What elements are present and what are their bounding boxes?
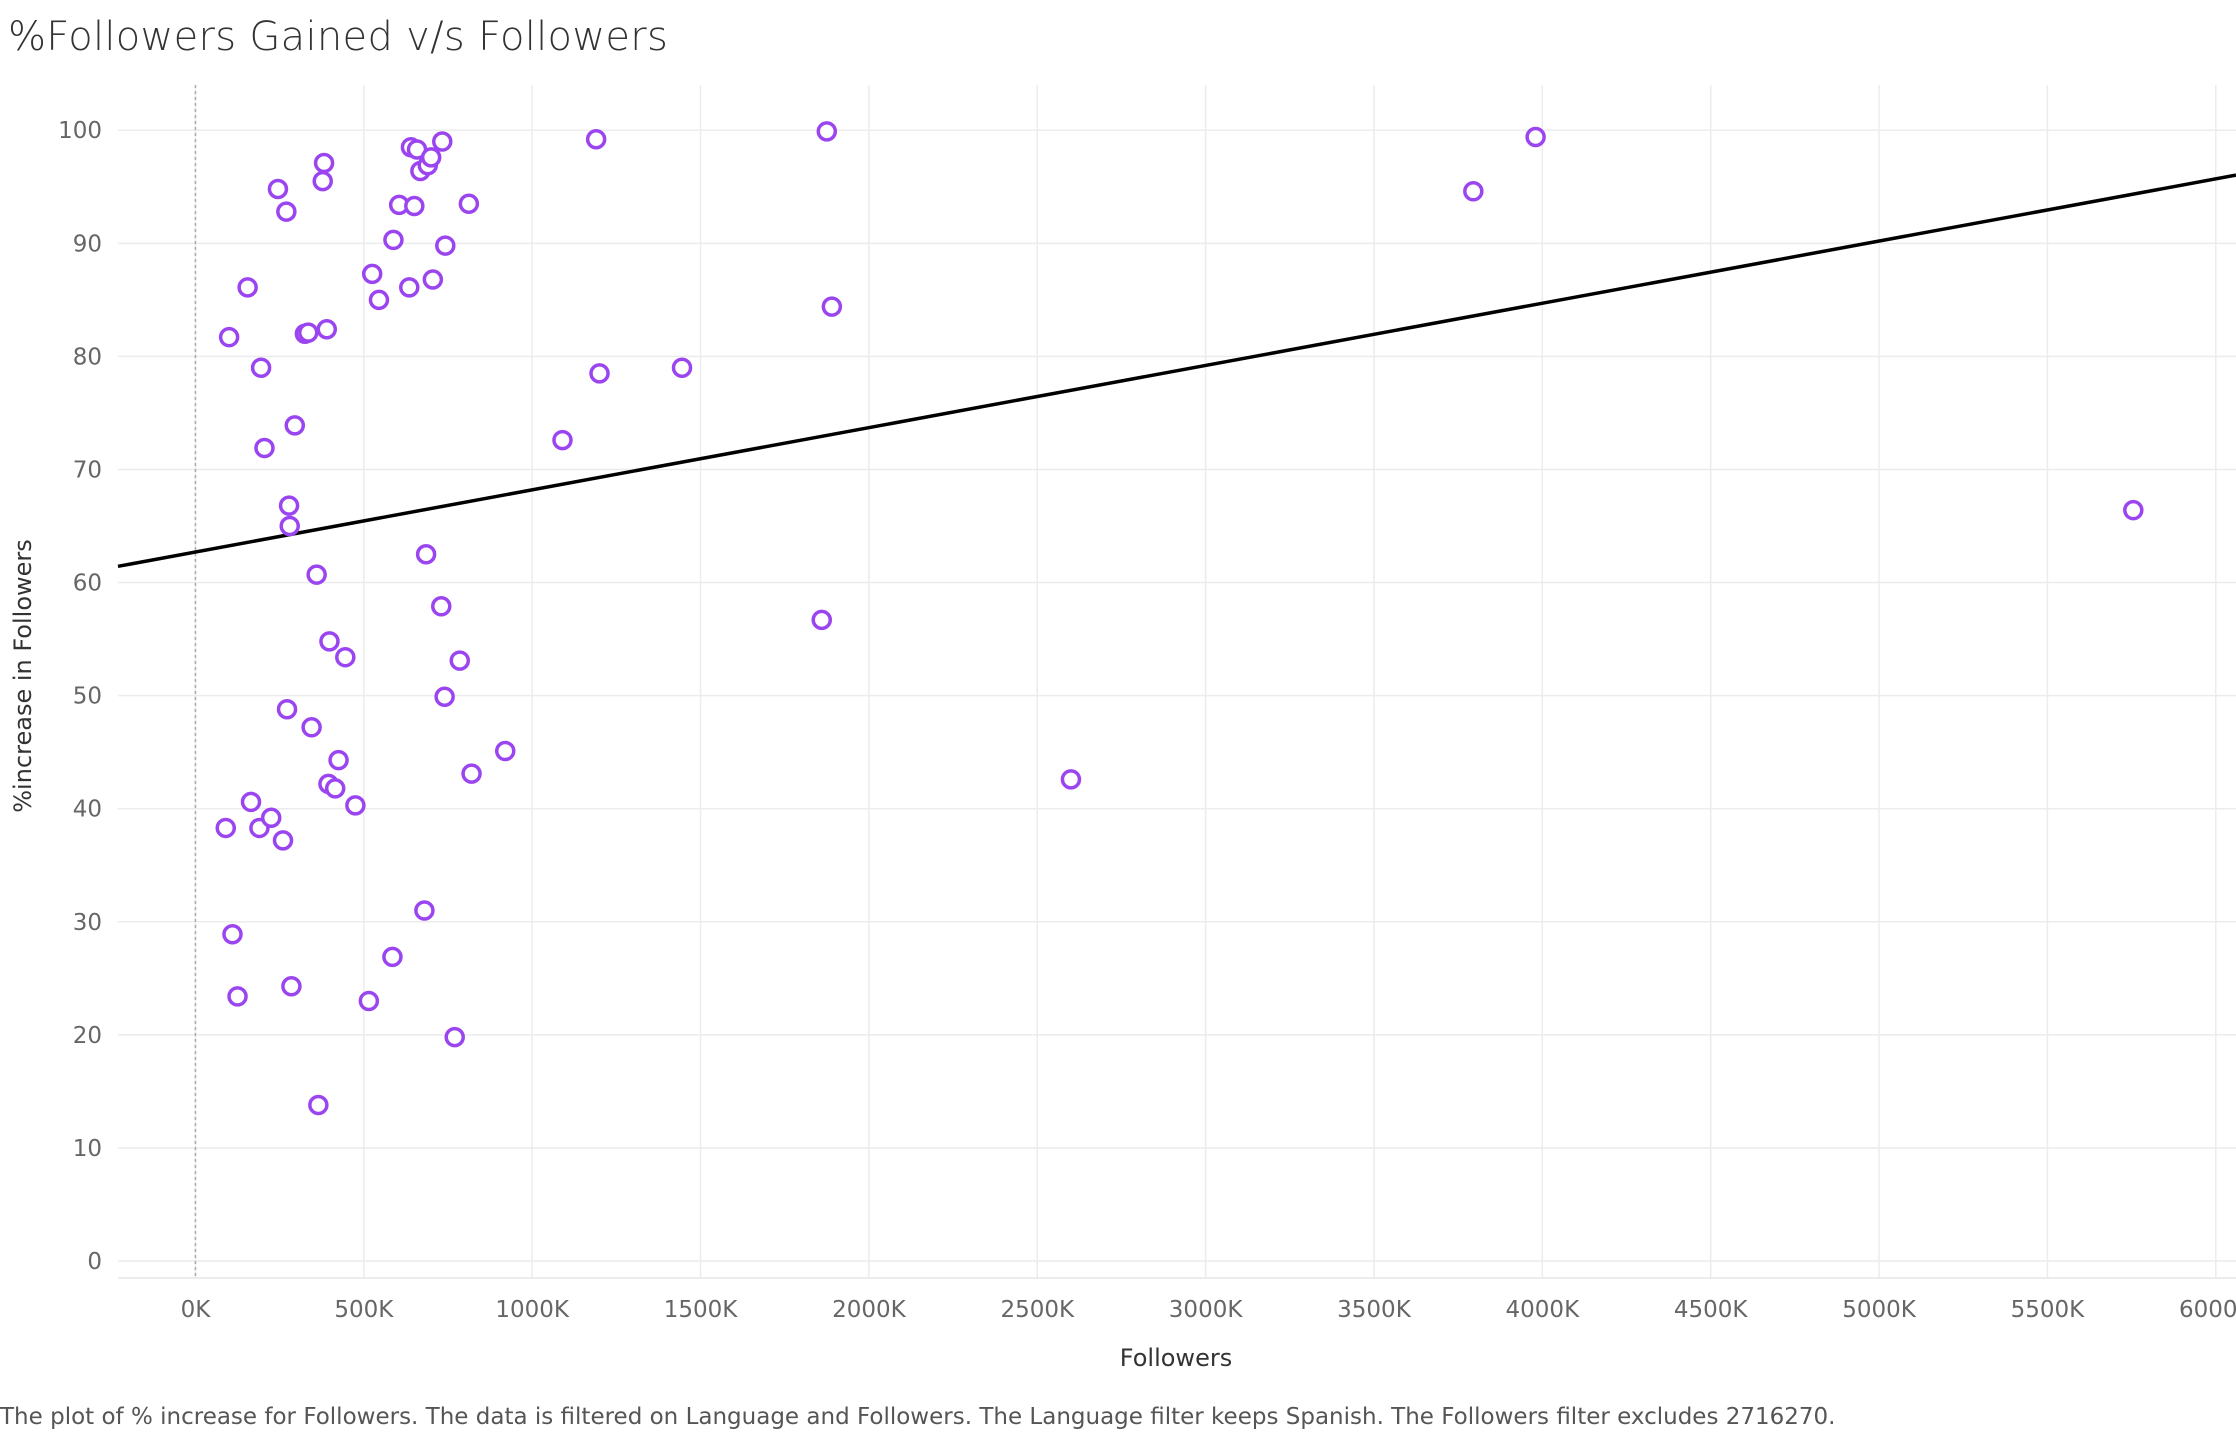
data-point bbox=[276, 698, 298, 720]
chart-title: %Followers Gained v/s Followers bbox=[8, 14, 669, 60]
data-point bbox=[2123, 499, 2144, 521]
y-tick-label: 40 bbox=[73, 797, 102, 823]
data-point bbox=[237, 277, 258, 298]
data-point bbox=[415, 544, 437, 565]
data-point bbox=[254, 437, 275, 459]
data-point bbox=[312, 170, 333, 192]
data-point bbox=[382, 946, 403, 968]
y-tick-label: 10 bbox=[73, 1136, 102, 1162]
y-tick-label: 60 bbox=[73, 571, 102, 597]
x-tick-label: 5500K bbox=[2011, 1297, 2086, 1323]
data-point bbox=[671, 357, 693, 378]
x-tick-label: 1500K bbox=[664, 1297, 739, 1323]
y-axis-title: %increase in Followers bbox=[9, 539, 37, 813]
data-point bbox=[461, 763, 482, 784]
data-point bbox=[414, 900, 435, 921]
data-point bbox=[816, 121, 838, 142]
data-point bbox=[358, 990, 380, 1012]
x-tick-label: 3500K bbox=[1337, 1297, 1412, 1323]
data-point bbox=[328, 749, 349, 771]
data-point bbox=[1525, 126, 1546, 148]
x-axis-title: Followers bbox=[1120, 1344, 1232, 1372]
y-tick-label: 30 bbox=[73, 910, 102, 936]
data-points bbox=[215, 121, 2144, 1116]
data-point bbox=[316, 319, 338, 340]
data-point bbox=[435, 235, 456, 256]
data-point bbox=[449, 650, 471, 671]
data-point bbox=[240, 791, 262, 813]
data-point bbox=[308, 1094, 329, 1116]
data-point bbox=[458, 193, 480, 214]
y-tick-label: 70 bbox=[73, 457, 102, 483]
data-point bbox=[1060, 769, 1082, 790]
data-point bbox=[404, 195, 425, 217]
x-tick-label: 500K bbox=[334, 1297, 394, 1323]
x-tick-label: 2500K bbox=[1000, 1297, 1075, 1323]
x-tick-label: 4500K bbox=[1674, 1297, 1749, 1323]
data-point bbox=[368, 289, 390, 311]
data-point bbox=[272, 830, 294, 851]
data-point bbox=[383, 229, 404, 251]
data-point bbox=[279, 515, 300, 537]
data-point bbox=[313, 152, 335, 174]
data-point bbox=[1463, 181, 1484, 202]
y-tick-label: 90 bbox=[73, 231, 102, 257]
data-point bbox=[260, 807, 282, 829]
scatter-plot: 0 10 20 30 40 50 60 70 80 90 100 0K 500K 1000K 1500K 2… bbox=[9, 85, 2236, 1372]
data-point bbox=[432, 131, 453, 152]
data-point bbox=[589, 363, 610, 384]
data-point bbox=[278, 495, 300, 516]
data-point bbox=[821, 296, 843, 317]
y-tick-label: 20 bbox=[73, 1023, 102, 1049]
y-tick-label: 100 bbox=[58, 118, 102, 144]
data-point bbox=[361, 263, 383, 285]
y-axis-ticks: 0 10 20 30 40 50 60 70 80 90 100 bbox=[58, 118, 102, 1275]
data-point bbox=[306, 564, 327, 585]
data-point bbox=[319, 631, 340, 652]
data-point bbox=[399, 277, 420, 298]
data-point bbox=[276, 201, 297, 222]
data-point bbox=[585, 129, 607, 150]
data-point bbox=[301, 717, 322, 738]
y-tick-label: 50 bbox=[73, 684, 102, 710]
data-point bbox=[284, 415, 306, 436]
y-tick-label: 80 bbox=[73, 344, 102, 370]
gridlines bbox=[118, 85, 2236, 1278]
trend-line bbox=[117, 173, 2236, 569]
data-point bbox=[345, 795, 366, 816]
data-point bbox=[422, 269, 444, 290]
x-tick-label: 5000K bbox=[1842, 1297, 1917, 1323]
data-point bbox=[281, 976, 302, 997]
data-point bbox=[420, 147, 442, 168]
x-tick-label: 6000K bbox=[2179, 1297, 2236, 1323]
data-point bbox=[222, 923, 243, 945]
x-tick-label: 1000K bbox=[495, 1297, 570, 1323]
data-point bbox=[811, 609, 833, 631]
x-tick-label: 4000K bbox=[1506, 1297, 1581, 1323]
data-point bbox=[267, 178, 289, 200]
data-point bbox=[494, 740, 516, 762]
data-point bbox=[552, 429, 573, 451]
data-point bbox=[324, 778, 346, 799]
x-tick-label: 0K bbox=[181, 1297, 212, 1323]
data-point bbox=[431, 596, 452, 617]
x-tick-label: 3000K bbox=[1169, 1297, 1244, 1323]
data-point bbox=[297, 322, 319, 343]
data-point bbox=[227, 986, 248, 1007]
data-point bbox=[434, 686, 455, 708]
y-tick-label: 0 bbox=[87, 1249, 102, 1275]
data-point bbox=[215, 817, 237, 839]
data-point bbox=[250, 357, 272, 378]
x-tick-label: 2000K bbox=[832, 1297, 907, 1323]
data-point bbox=[218, 326, 240, 348]
chart-caption: The plot of % increase for Followers. Th… bbox=[0, 1404, 1836, 1430]
x-axis-ticks: 0K 500K 1000K 1500K 2000K 2500K 3000K 3500K 4000… bbox=[181, 1297, 2236, 1323]
data-point bbox=[444, 1026, 465, 1048]
data-point bbox=[335, 646, 356, 668]
